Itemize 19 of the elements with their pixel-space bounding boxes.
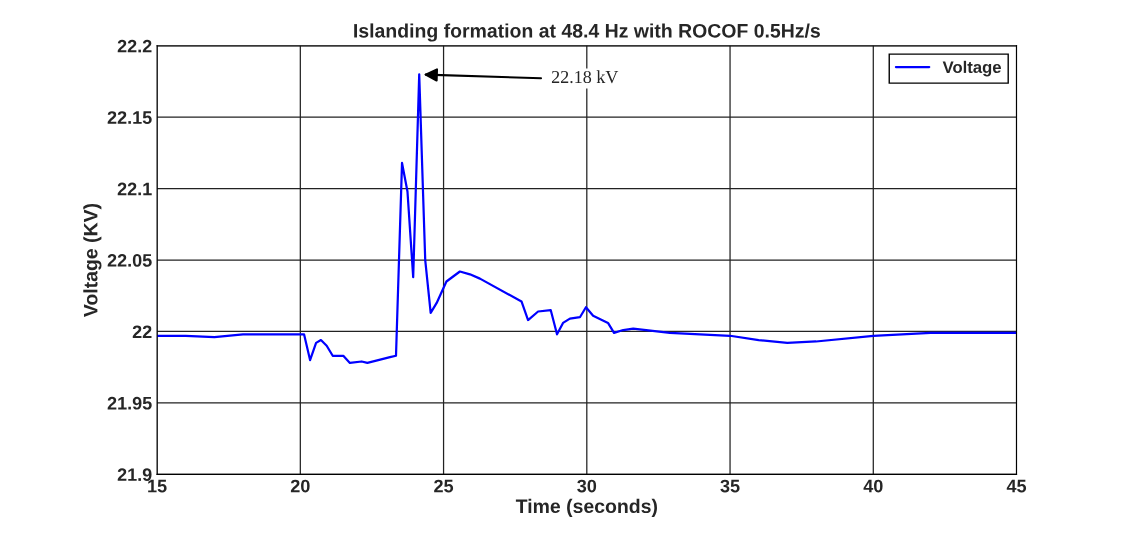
x-tick-label: 20 [290,479,310,493]
y-tick-label: 21.9 [117,468,152,482]
annotation: 22.18 kV [551,70,619,84]
x-axis-title: Time (seconds) [515,498,657,517]
x-tick-label: 40 [863,479,883,493]
legend-label: Voltage [942,60,1001,77]
x-tick-label: 35 [720,479,740,493]
x-tick-label: 15 [148,479,167,493]
y-axis-title: Voltage (KV) [83,203,102,318]
y-tick-label: 21.95 [107,396,152,410]
y-tick-label: 22.05 [107,254,152,267]
y-tick-label: 22.1 [117,182,152,196]
y-tick-label: 22.2 [117,39,152,53]
x-tick-label: 45 [1006,479,1027,493]
x-tick-label: 25 [434,479,454,493]
y-tick-label: 22.15 [107,111,152,124]
x-tick-label: 30 [577,479,597,493]
chart-title: Islanding formation at 48.4 Hz with ROCOF 0.5Hz/s [354,23,820,42]
y-tick-label: 22 [132,325,152,339]
